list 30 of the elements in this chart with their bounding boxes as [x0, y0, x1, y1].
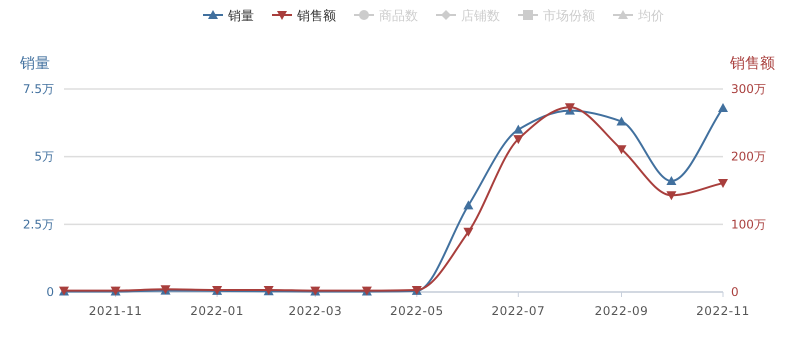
x-tick-label: 2022-05: [390, 304, 444, 318]
legend-label: 销售额: [296, 9, 336, 24]
y-tick-label: 0: [46, 285, 54, 299]
legend-label: 销量: [227, 9, 254, 24]
point: [666, 191, 676, 200]
point: [463, 228, 474, 237]
point: [513, 124, 524, 134]
x-tick-label: 2022-09: [594, 304, 648, 318]
x-tick-label: 2021-11: [88, 304, 142, 318]
x-tick-label: 2022-07: [491, 304, 546, 318]
x-tick-label: 2022-03: [288, 304, 342, 318]
y-tick-label: 2.5万: [22, 217, 54, 232]
point: [513, 135, 524, 144]
y-axis-title: 销量: [19, 54, 50, 72]
y2-tick-label: 300万: [731, 82, 766, 96]
point: [616, 116, 626, 126]
y-tick-label: 7.5万: [22, 82, 54, 96]
y2-axis-title: 销售额: [729, 54, 775, 72]
y-tick-label: 5万: [34, 150, 54, 164]
point: [718, 179, 728, 188]
x-tick-label: 2022-11: [696, 304, 750, 318]
y2-tick-label: 200万: [731, 150, 766, 164]
point: [564, 103, 575, 112]
point: [616, 145, 626, 154]
point: [666, 176, 676, 186]
point: [463, 200, 474, 210]
x-tick-label: 2022-01: [190, 304, 244, 318]
y2-tick-label: 0: [731, 285, 739, 299]
y2-tick-label: 100万: [731, 217, 766, 232]
point: [718, 102, 728, 112]
